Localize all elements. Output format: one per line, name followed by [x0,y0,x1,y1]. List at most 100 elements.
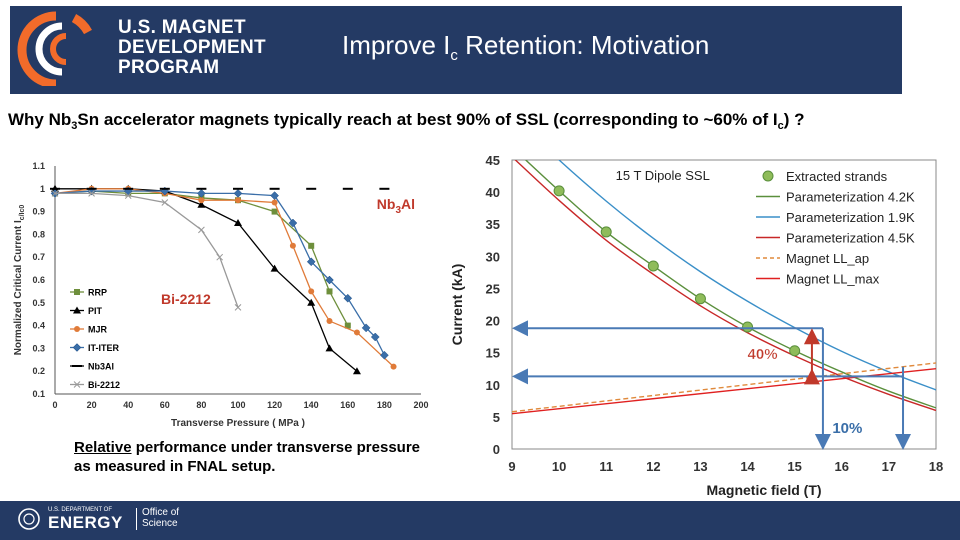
logo-line-1: U.S. MAGNET [118,17,246,38]
x-tick-label: 20 [87,400,97,410]
annotation-10-percent: 10% [832,420,862,437]
y-tick-label: 0.2 [32,366,45,376]
series-point [198,226,205,234]
legend-label: MJR [88,325,108,335]
y-axis-label: Current (kA) [449,264,465,346]
series-point [51,190,59,197]
plot-area [512,160,936,415]
usmdp-logo-icon [17,11,92,86]
series-line-parameterization-4-5k [514,160,936,412]
ssl-chart: 9 10 11 12 13 14 15 16 17 18 0 5 10 15 20 25 30 35 40 45 Mag… [449,153,943,498]
y-tick-label: 1.1 [32,161,45,171]
series-point [307,298,316,306]
y-tick-label: 0.9 [32,207,45,217]
series-point [380,350,389,360]
series-point [352,367,361,375]
x-tick-label: 13 [693,459,707,474]
y-tick-label: 0.1 [32,389,45,399]
series-point [270,264,279,272]
x-tick-label: 180 [377,400,392,410]
series-point [325,275,334,285]
logo-line-2: DEVELOPMENT [118,37,266,58]
x-tick-label: 40 [123,400,133,410]
y-tick-label: 25 [486,281,500,296]
program-logo-text: U.S. MAGNET DEVELOPMENT PROGRAM [118,18,266,78]
y-tick-label: 0.4 [32,321,45,331]
series-point [73,306,81,314]
x-tick-label: 200 [413,400,428,410]
series-point [326,318,333,325]
logo-line-3: PROGRAM [118,57,220,78]
y-tick-label: 10 [486,378,500,393]
legend-label: IT-ITER [88,343,119,353]
series-point [344,322,351,329]
x-axis-label: Transverse Pressure ( MPa ) [171,418,305,429]
extracted-strand-point [553,185,565,197]
y-tick-label: 0 [493,442,500,457]
series-line-parameterization-4-2k [524,160,936,409]
y-tick-label: 35 [486,217,500,232]
y-tick-label: 0.6 [32,275,45,285]
x-tick-label: 0 [52,400,57,410]
series-point [234,304,242,311]
series-point [73,381,81,388]
x-tick-label: 14 [740,459,755,474]
series-point [74,326,80,332]
series-point [288,218,298,228]
series-point [326,288,333,295]
y-tick-label: 1 [40,184,45,194]
y-tick-label: 45 [486,153,500,168]
legend-label: Extracted strands [786,169,888,184]
series-point [390,363,397,370]
page-title: Improve Ic Retention: Motivation [342,30,710,64]
series-point [271,208,278,215]
y-tick-label: 0.5 [32,298,45,308]
series-line-it-iter [54,190,385,356]
series-point [235,197,241,204]
series-point [353,329,360,336]
series-point [325,344,334,352]
x-tick-label: 15 [787,459,801,474]
chart-caption: Relative performance under transverse pr… [74,439,421,475]
series-line-mjr [54,188,394,368]
x-tick-label: 12 [646,459,660,474]
series-point [308,288,315,295]
series-point [124,192,132,199]
series-point [361,323,371,333]
legend-label: Parameterization 1.9K [786,210,915,225]
series-point [289,242,296,249]
office-of-science-text: Office of Science [142,507,180,529]
legend-swatch-point [762,170,774,182]
series-point [306,257,316,267]
question-text: Why Nb3Sn accelerator magnets typically … [8,110,805,132]
series-point [271,199,278,206]
x-tick-label: 100 [230,400,245,410]
y-tick-label: 0.3 [32,343,45,353]
legend-label: RRP [88,288,107,298]
annotation-bi2212: Bi-2212 [161,291,211,307]
annotation-40-percent: 40% [748,346,778,363]
x-axis-label: Magnetic field (T) [706,482,821,498]
x-tick-label: 9 [508,459,515,474]
legend-label: Nb3Al [88,362,114,372]
legend-label: Magnet LL_max [786,272,880,287]
series-point [197,200,206,208]
x-tick-label: 10 [552,459,566,474]
y-tick-label: 20 [486,314,500,329]
series-point [88,190,95,197]
footer-divider [136,508,137,530]
series-line-parameterization-1-9k [558,160,936,391]
series-point [197,189,206,198]
series-line-magnet-ll-ap [512,362,936,413]
y-tick-label: 5 [493,410,500,425]
y-tick-label: 0.7 [32,252,45,262]
series-point [216,253,224,261]
legend-label: Magnet LL_ap [786,251,869,266]
x-tick-label: 16 [835,459,849,474]
series-point [308,242,315,249]
y-tick-label: 15 [486,346,500,361]
x-tick-label: 17 [882,459,896,474]
y-tick-label: 30 [486,249,500,264]
extracted-strand-point [600,226,612,238]
series-point [234,219,242,226]
